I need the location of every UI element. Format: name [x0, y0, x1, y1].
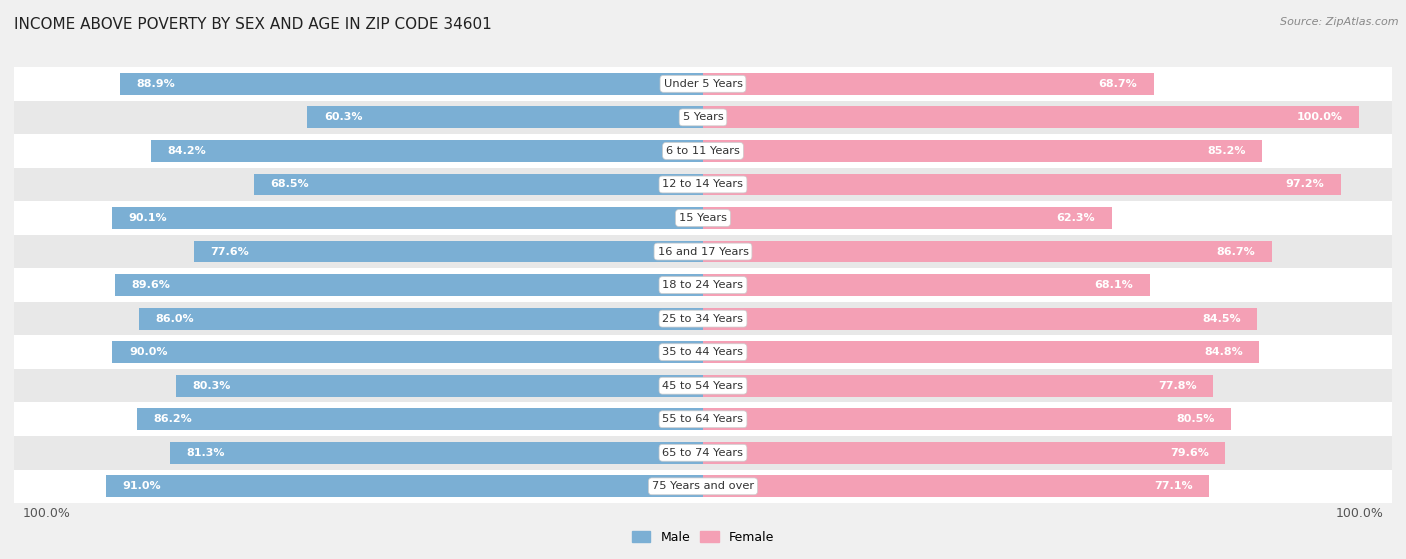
Bar — [14, 302, 1392, 335]
Text: 89.6%: 89.6% — [132, 280, 170, 290]
Text: 84.5%: 84.5% — [1202, 314, 1241, 324]
Bar — [139, 307, 703, 329]
Text: 62.3%: 62.3% — [1057, 213, 1095, 223]
Bar — [138, 408, 703, 430]
Bar — [703, 240, 1272, 262]
Text: 77.6%: 77.6% — [211, 247, 249, 257]
Text: 91.0%: 91.0% — [122, 481, 160, 491]
Bar — [703, 442, 1225, 464]
Bar — [14, 436, 1392, 470]
Legend: Male, Female: Male, Female — [627, 526, 779, 549]
Bar — [112, 207, 703, 229]
Text: 12 to 14 Years: 12 to 14 Years — [662, 179, 744, 190]
Text: 84.2%: 84.2% — [167, 146, 205, 156]
Bar — [14, 201, 1392, 235]
Text: 79.6%: 79.6% — [1170, 448, 1209, 458]
Text: Under 5 Years: Under 5 Years — [664, 79, 742, 89]
Bar — [176, 375, 703, 397]
Text: 90.1%: 90.1% — [128, 213, 167, 223]
Bar — [115, 274, 703, 296]
Text: 77.8%: 77.8% — [1159, 381, 1197, 391]
Text: 85.2%: 85.2% — [1208, 146, 1246, 156]
Text: 86.2%: 86.2% — [153, 414, 193, 424]
Text: 18 to 24 Years: 18 to 24 Years — [662, 280, 744, 290]
Text: 75 Years and over: 75 Years and over — [652, 481, 754, 491]
Text: 86.0%: 86.0% — [155, 314, 194, 324]
Bar — [703, 140, 1263, 162]
Bar — [14, 67, 1392, 101]
Bar — [703, 307, 1257, 329]
Bar — [14, 168, 1392, 201]
Bar — [703, 274, 1150, 296]
Bar — [703, 408, 1232, 430]
Bar — [308, 106, 703, 128]
Bar — [120, 73, 703, 94]
Text: 45 to 54 Years: 45 to 54 Years — [662, 381, 744, 391]
Bar — [150, 140, 703, 162]
Text: 84.8%: 84.8% — [1205, 347, 1243, 357]
Text: 16 and 17 Years: 16 and 17 Years — [658, 247, 748, 257]
Bar — [703, 341, 1260, 363]
Text: 88.9%: 88.9% — [136, 79, 174, 89]
Bar — [194, 240, 703, 262]
Text: 80.5%: 80.5% — [1177, 414, 1215, 424]
Bar — [14, 134, 1392, 168]
Text: 15 Years: 15 Years — [679, 213, 727, 223]
Text: 55 to 64 Years: 55 to 64 Years — [662, 414, 744, 424]
Text: 97.2%: 97.2% — [1285, 179, 1324, 190]
Text: Source: ZipAtlas.com: Source: ZipAtlas.com — [1281, 17, 1399, 27]
Bar — [14, 369, 1392, 402]
Text: INCOME ABOVE POVERTY BY SEX AND AGE IN ZIP CODE 34601: INCOME ABOVE POVERTY BY SEX AND AGE IN Z… — [14, 17, 492, 32]
Text: 6 to 11 Years: 6 to 11 Years — [666, 146, 740, 156]
Bar — [14, 402, 1392, 436]
Bar — [170, 442, 703, 464]
Bar — [112, 341, 703, 363]
Text: 81.3%: 81.3% — [186, 448, 225, 458]
Text: 86.7%: 86.7% — [1216, 247, 1256, 257]
Text: 25 to 34 Years: 25 to 34 Years — [662, 314, 744, 324]
Text: 68.5%: 68.5% — [270, 179, 308, 190]
Text: 68.7%: 68.7% — [1098, 79, 1137, 89]
Text: 77.1%: 77.1% — [1154, 481, 1192, 491]
Bar — [105, 475, 703, 498]
Bar — [703, 475, 1209, 498]
Text: 35 to 44 Years: 35 to 44 Years — [662, 347, 744, 357]
Text: 100.0%: 100.0% — [1296, 112, 1343, 122]
Text: 60.3%: 60.3% — [323, 112, 363, 122]
Bar — [703, 106, 1360, 128]
Text: 68.1%: 68.1% — [1095, 280, 1133, 290]
Text: 90.0%: 90.0% — [129, 347, 167, 357]
Bar — [14, 470, 1392, 503]
Bar — [14, 101, 1392, 134]
Bar — [703, 73, 1154, 94]
Bar — [14, 268, 1392, 302]
Bar — [703, 173, 1341, 195]
Text: 80.3%: 80.3% — [193, 381, 231, 391]
Bar — [703, 375, 1213, 397]
Bar — [253, 173, 703, 195]
Bar — [703, 207, 1112, 229]
Bar — [14, 235, 1392, 268]
Text: 65 to 74 Years: 65 to 74 Years — [662, 448, 744, 458]
Bar — [14, 335, 1392, 369]
Text: 5 Years: 5 Years — [683, 112, 723, 122]
